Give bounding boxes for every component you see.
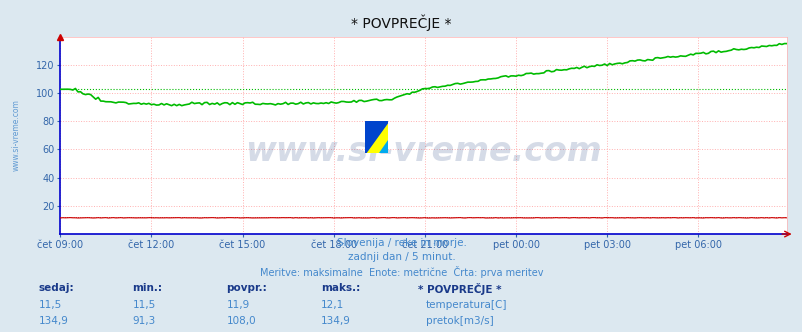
Text: Slovenija / reke in morje.: Slovenija / reke in morje.: [336, 238, 466, 248]
Text: maks.:: maks.:: [321, 283, 360, 293]
Text: min.:: min.:: [132, 283, 162, 293]
Text: 108,0: 108,0: [226, 316, 256, 326]
Polygon shape: [379, 140, 387, 153]
Text: 134,9: 134,9: [38, 316, 68, 326]
Text: * POVPREČJE *: * POVPREČJE *: [417, 283, 500, 295]
Text: temperatura[C]: temperatura[C]: [425, 300, 506, 310]
Text: Meritve: maksimalne  Enote: metrične  Črta: prva meritev: Meritve: maksimalne Enote: metrične Črta…: [259, 266, 543, 278]
Text: www.si-vreme.com: www.si-vreme.com: [245, 134, 602, 168]
Polygon shape: [365, 121, 387, 153]
Text: * POVPREČJE *: * POVPREČJE *: [350, 15, 452, 32]
Text: zadnji dan / 5 minut.: zadnji dan / 5 minut.: [347, 252, 455, 262]
Text: povpr.:: povpr.:: [226, 283, 267, 293]
Text: 12,1: 12,1: [321, 300, 344, 310]
Polygon shape: [365, 121, 387, 153]
Text: www.si-vreme.com: www.si-vreme.com: [12, 99, 21, 171]
Text: pretok[m3/s]: pretok[m3/s]: [425, 316, 492, 326]
Text: sedaj:: sedaj:: [38, 283, 74, 293]
Text: 11,5: 11,5: [132, 300, 156, 310]
Text: 11,9: 11,9: [226, 300, 249, 310]
Text: 134,9: 134,9: [321, 316, 350, 326]
Text: 11,5: 11,5: [38, 300, 62, 310]
Text: 91,3: 91,3: [132, 316, 156, 326]
